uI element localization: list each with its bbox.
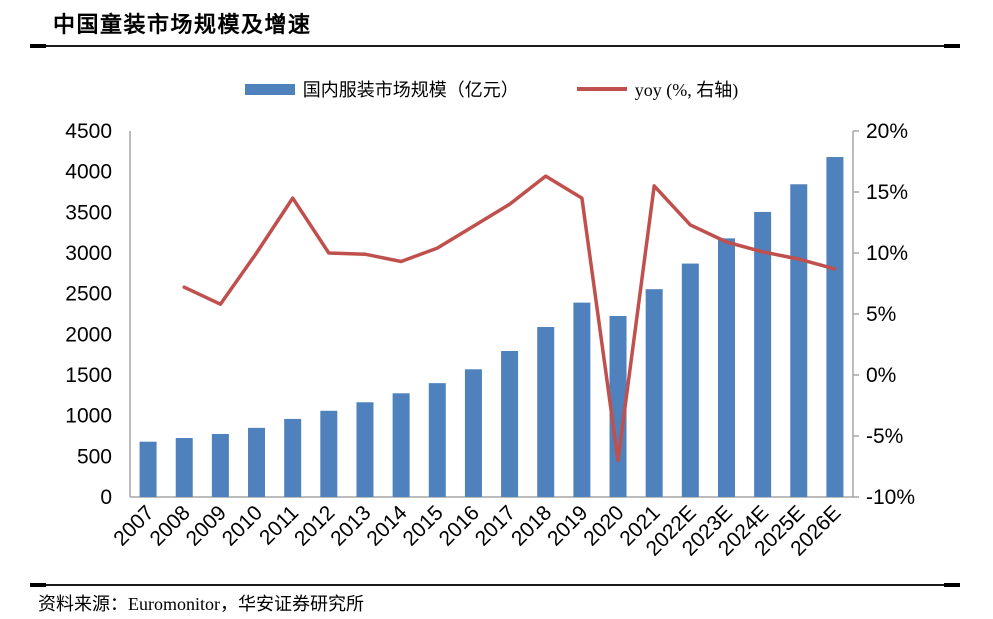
- market-size-bar: [754, 211, 772, 497]
- x-axis-tick-label: 2020: [579, 501, 628, 550]
- x-axis-tick-label: 2017: [471, 501, 520, 550]
- bar-series-swatch: [244, 83, 295, 95]
- market-size-bar: [573, 302, 591, 497]
- source-note: 资料来源：Euromonitor，华安证券研究所: [38, 594, 364, 614]
- x-axis-tick-label: 2011: [255, 501, 303, 549]
- market-size-bar: [609, 316, 627, 497]
- market-size-bar: [211, 433, 229, 497]
- market-size-bar: [175, 438, 193, 497]
- left-axis-tick-label: 500: [77, 445, 112, 468]
- x-axis-tick-label: 2016: [435, 501, 484, 550]
- left-axis-tick-label: 0: [100, 486, 112, 509]
- yoy-line: [182, 174, 837, 463]
- right-axis-tick-label: 20%: [866, 120, 908, 143]
- market-size-bar: [428, 383, 446, 497]
- line-series-swatch: [576, 87, 627, 91]
- left-axis-tick-label: 2000: [65, 323, 112, 346]
- market-size-bar: [717, 238, 735, 498]
- left-axis-tick-label: 3500: [65, 201, 112, 224]
- right-axis-tick-label: -10%: [866, 486, 915, 509]
- left-axis-tick-label: 1000: [65, 405, 112, 428]
- market-size-bar: [681, 263, 699, 497]
- right-axis-tick-label: 10%: [866, 242, 908, 265]
- market-size-bar: [320, 410, 338, 497]
- market-size-bar: [826, 157, 844, 497]
- x-axis-tick-label: 2018: [507, 501, 556, 550]
- market-size-bar: [501, 351, 519, 497]
- chart-canvas: 0 500 1000 1500 2000 2500 3000 3500 4000 4500 -10%…: [65, 120, 915, 560]
- market-size-bar: [356, 402, 374, 497]
- market-size-bar: [790, 184, 808, 498]
- market-size-bar: [392, 393, 410, 497]
- x-axis-tick-label: 2008: [145, 501, 194, 550]
- market-size-bar: [284, 418, 302, 497]
- x-axis-tick-label: 2019: [543, 501, 592, 550]
- legend-item-market-size: 国内服装市场规模（亿元）: [244, 76, 519, 102]
- legend-item-yoy: yoy (%, 右轴): [576, 76, 739, 102]
- right-axis-tick-label: -5%: [866, 425, 903, 448]
- x-axis-tick-label: 2013: [326, 501, 375, 550]
- x-axis-tick-label: 2007: [109, 501, 158, 550]
- left-axis-tick-label: 2500: [65, 283, 112, 306]
- left-axis-tick-label: 1500: [65, 364, 112, 387]
- market-size-bar: [537, 327, 555, 497]
- x-axis-tick-label: 2009: [182, 501, 231, 550]
- right-axis-tick-label: 0%: [866, 364, 896, 387]
- x-axis-tick-label: 2014: [362, 501, 412, 551]
- market-size-bar: [139, 441, 157, 497]
- x-axis-tick-label: 2012: [290, 501, 339, 550]
- x-axis-tick-label: 2015: [399, 501, 448, 550]
- left-axis-tick-label: 4500: [65, 120, 112, 143]
- page-title: 中国童装市场规模及增速: [53, 12, 312, 37]
- left-axis-tick-label: 4000: [65, 161, 112, 184]
- line-series-label: yoy (%, 右轴): [634, 80, 739, 100]
- market-size-bar: [248, 427, 266, 497]
- x-axis-tick-label: 2010: [218, 501, 267, 550]
- left-axis-tick-label: 3000: [65, 242, 112, 265]
- bar-series-label: 国内服装市场规模（亿元）: [302, 80, 519, 100]
- chart-legend: 国内服装市场规模（亿元） yoy (%, 右轴): [130, 76, 853, 102]
- market-size-bar: [645, 289, 663, 497]
- right-axis-tick-label: 15%: [866, 181, 908, 204]
- source-divider: [30, 583, 960, 587]
- right-axis-tick-label: 5%: [866, 303, 896, 326]
- title-divider: [30, 44, 960, 48]
- market-size-bar: [464, 369, 482, 497]
